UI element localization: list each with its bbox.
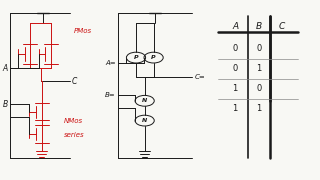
Text: P: P bbox=[151, 55, 156, 60]
Text: C: C bbox=[72, 76, 77, 86]
Text: NMos: NMos bbox=[64, 118, 83, 124]
Text: series: series bbox=[64, 132, 84, 138]
Text: 0: 0 bbox=[233, 64, 238, 73]
Text: C: C bbox=[278, 22, 285, 31]
Text: A=: A= bbox=[105, 60, 116, 66]
Text: A: A bbox=[3, 64, 8, 73]
Text: 1: 1 bbox=[233, 103, 238, 112]
Text: 1: 1 bbox=[257, 103, 262, 112]
Text: 0: 0 bbox=[233, 44, 238, 53]
Text: 0: 0 bbox=[257, 84, 262, 93]
Text: C=: C= bbox=[195, 73, 205, 80]
Text: N: N bbox=[142, 98, 147, 103]
Text: B=: B= bbox=[105, 92, 116, 98]
Text: 0: 0 bbox=[257, 44, 262, 53]
Text: N: N bbox=[142, 118, 147, 123]
Text: 1: 1 bbox=[233, 84, 238, 93]
Text: B: B bbox=[3, 100, 8, 109]
Text: A: A bbox=[232, 22, 238, 31]
Text: PMos: PMos bbox=[74, 28, 92, 34]
Text: B: B bbox=[256, 22, 262, 31]
Text: P: P bbox=[134, 55, 138, 60]
Text: 1: 1 bbox=[257, 64, 262, 73]
